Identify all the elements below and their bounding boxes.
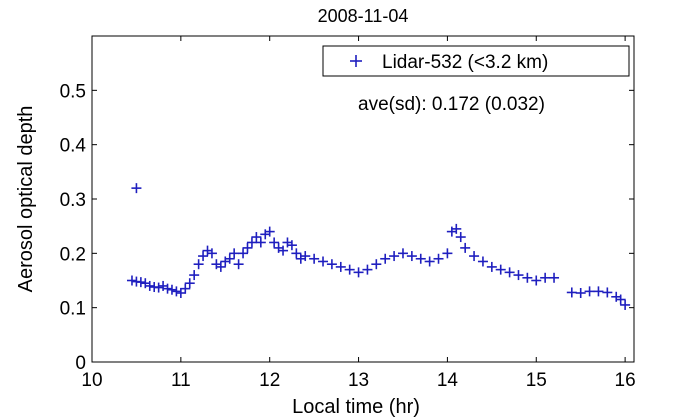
data-point — [353, 267, 364, 278]
data-point — [153, 282, 164, 293]
data-point — [371, 259, 382, 270]
data-point — [233, 259, 244, 270]
data-point — [309, 253, 320, 264]
x-tick-label: 11 — [171, 370, 191, 391]
x-tick-label: 13 — [348, 370, 369, 391]
legend-box — [322, 45, 630, 77]
data-point — [531, 275, 542, 286]
stats-annotation: ave(sd): 0.172 (0.032) — [358, 94, 545, 115]
data-point — [166, 284, 177, 295]
chart-title: 2008-11-04 — [318, 6, 409, 26]
data-point — [264, 226, 275, 237]
data-point — [477, 256, 488, 267]
data-point — [278, 245, 289, 256]
data-point — [455, 232, 466, 243]
data-point — [486, 261, 497, 272]
data-point — [433, 253, 444, 264]
data-point — [144, 280, 155, 291]
data-point — [344, 264, 355, 275]
data-point — [326, 259, 337, 270]
data-points — [126, 183, 631, 310]
data-point — [602, 287, 613, 298]
data-point — [193, 259, 204, 270]
data-point — [566, 287, 577, 298]
x-tick-label: 15 — [526, 370, 547, 391]
x-tick-label: 14 — [437, 370, 459, 391]
y-tick-label: 0 — [75, 353, 86, 374]
data-point — [135, 277, 146, 288]
data-point — [335, 261, 346, 272]
data-point — [406, 251, 417, 262]
data-point — [380, 253, 391, 264]
data-point — [451, 223, 462, 234]
data-point — [171, 286, 182, 297]
data-point — [215, 261, 226, 272]
data-point — [495, 264, 506, 275]
data-point — [584, 286, 595, 297]
data-point — [206, 248, 217, 259]
data-point — [620, 299, 631, 310]
data-point — [246, 237, 257, 248]
data-point — [180, 283, 191, 294]
data-point — [397, 248, 408, 259]
data-point — [198, 251, 209, 262]
data-point — [286, 240, 297, 251]
y-tick-label: 0.1 — [60, 299, 86, 320]
x-tick-label: 10 — [81, 370, 102, 391]
data-point — [389, 251, 400, 262]
data-point — [162, 283, 173, 294]
legend-marker — [350, 55, 362, 67]
x-tick-label: 12 — [259, 370, 280, 391]
data-point — [269, 237, 280, 248]
data-point — [549, 272, 560, 283]
data-point — [189, 270, 200, 281]
data-point — [540, 272, 551, 283]
data-point — [224, 253, 235, 264]
data-point — [513, 270, 524, 281]
data-point — [362, 264, 373, 275]
data-point — [522, 272, 533, 283]
legend-label: Lidar-532 (<3.2 km) — [382, 52, 548, 73]
data-point — [424, 256, 435, 267]
data-point — [291, 248, 302, 259]
data-point — [469, 251, 480, 262]
data-point — [460, 242, 471, 253]
y-tick-label: 0.2 — [60, 244, 86, 265]
y-tick-label: 0.3 — [60, 190, 86, 211]
data-point — [415, 253, 426, 264]
data-point — [175, 287, 186, 298]
data-point — [229, 248, 240, 259]
data-point — [255, 237, 266, 248]
y-tick-label: 0.5 — [60, 81, 86, 102]
data-point — [575, 287, 586, 298]
data-point — [251, 232, 262, 243]
plot-area — [91, 35, 635, 363]
data-point — [593, 286, 604, 297]
x-tick-label: 16 — [615, 370, 636, 391]
data-point — [242, 242, 253, 253]
y-tick-label: 0.4 — [60, 136, 87, 157]
data-point — [126, 275, 137, 286]
tick-labels: 10 11 12 13 14 15 16 0 0.1 0.2 0.3 0.4 0.5 — [60, 81, 636, 391]
data-point — [442, 248, 453, 259]
data-point — [300, 251, 311, 262]
data-point — [238, 248, 249, 259]
data-point — [131, 183, 142, 194]
y-axis-label: Aerosol optical depth — [15, 106, 37, 293]
data-point — [184, 278, 195, 289]
data-point — [318, 256, 329, 267]
x-axis-label: Local time (hr) — [292, 396, 420, 418]
axis-ticks — [91, 36, 634, 363]
legend: Lidar-532 (<3.2 km) — [322, 45, 630, 77]
data-point — [504, 267, 515, 278]
data-point — [615, 294, 626, 305]
